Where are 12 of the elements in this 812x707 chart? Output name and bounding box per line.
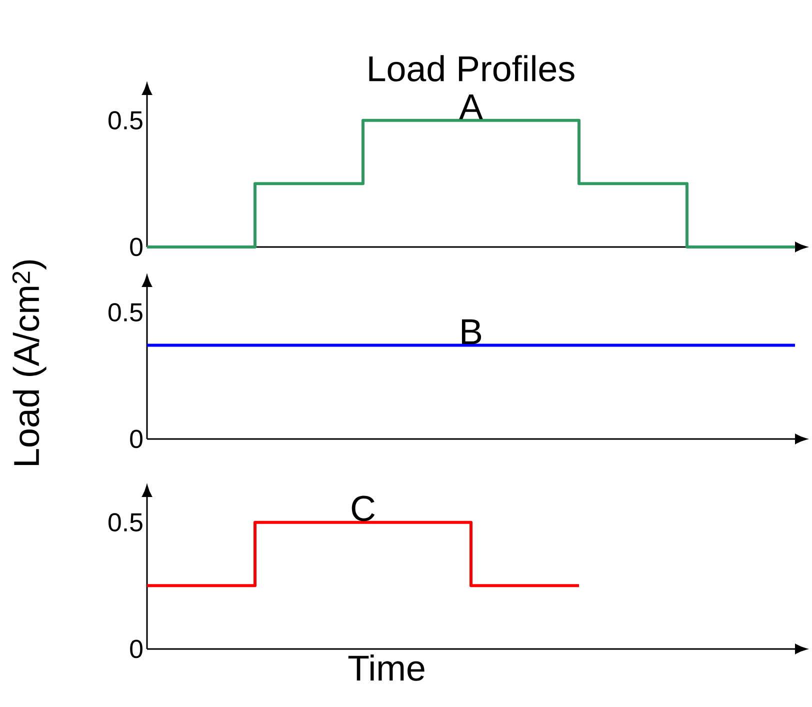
series-label: A: [459, 94, 483, 120]
y-tick-label: 0.5: [108, 513, 142, 532]
y-tick-label: 0: [130, 640, 142, 658]
y-tick-label: 0.5: [108, 111, 142, 130]
y-tick-label: 0.5: [108, 303, 142, 322]
series-label: B: [462, 319, 482, 344]
y-tick-label: 0: [130, 238, 142, 256]
x-axis-title: Time: [348, 654, 424, 681]
chart-title: Load Profiles: [369, 55, 574, 82]
y-tick-label: 0: [130, 430, 142, 448]
series-label: C: [352, 496, 375, 522]
y-axis-title: Load (A/cm$^{2}$): [12, 260, 46, 465]
